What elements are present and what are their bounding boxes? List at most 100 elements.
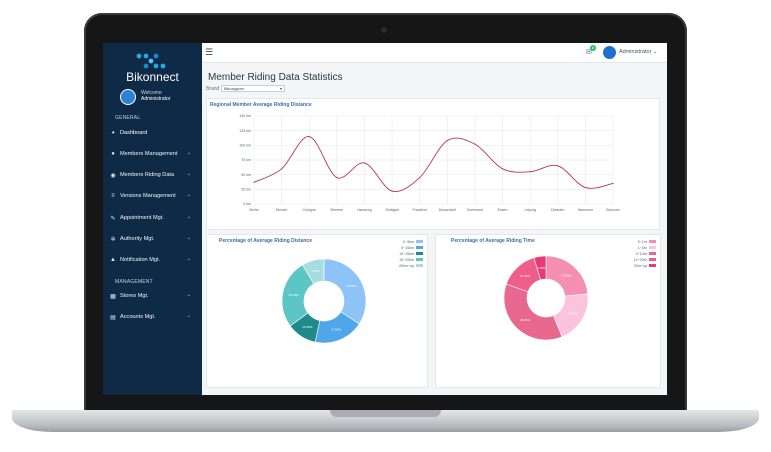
y-tick-label: 0 km	[243, 202, 251, 206]
x-tick-label: Dortmund	[467, 208, 483, 212]
legend-swatch	[649, 252, 656, 255]
compass-icon: ◉	[110, 172, 116, 179]
sidebar-item-label: Members Riding Data	[120, 172, 175, 178]
slice-value-label: 21.34%	[567, 312, 578, 316]
screen: Bikonnect Welcome Administrator GENERAL …	[103, 43, 667, 395]
legend-item[interactable]: 15~20km	[393, 257, 423, 262]
y-tick-label: 100 km	[239, 144, 251, 148]
brand-select-value: Bikonjapan	[224, 86, 244, 91]
distance-donut-chart: 30.56% 17.18% 10.25% 23.79% 7.64%	[281, 258, 367, 344]
chevron-down-icon: ⌄	[186, 171, 191, 177]
legend-swatch	[416, 252, 423, 255]
user-menu-label: Administrator	[619, 49, 652, 55]
legend-item[interactable]: 3~10hr	[626, 251, 656, 256]
data-point[interactable]	[281, 168, 283, 170]
chevron-down-icon: ⌄	[186, 256, 191, 262]
y-tick-label: 50 km	[241, 173, 251, 177]
page-title: Member Riding Data Statistics	[208, 72, 343, 83]
sidebar-item-label: Authority Mgt.	[120, 236, 155, 242]
x-tick-label: Bochum	[606, 208, 619, 212]
y-tick-label: 25 km	[241, 188, 251, 192]
chevron-down-icon: ⌄	[186, 313, 191, 319]
data-point[interactable]	[474, 143, 476, 145]
legend-item[interactable]: 10~15km	[393, 251, 423, 256]
x-tick-label: Hannover	[578, 208, 594, 212]
sidebar-item-label: Versions Management	[120, 193, 176, 199]
data-point[interactable]	[419, 177, 421, 179]
legend-swatch	[416, 240, 423, 243]
legend-item[interactable]: 0~1hr	[626, 239, 656, 244]
x-tick-label: Dusseldorf	[439, 208, 456, 212]
data-point[interactable]	[501, 168, 504, 170]
laptop-base	[12, 410, 759, 432]
legend-item[interactable]: 20km~up	[393, 263, 423, 268]
chevron-down-icon: ⌄	[186, 214, 191, 220]
slice-value-label: 10.25%	[302, 325, 313, 329]
legend-item[interactable]: 1~3hr	[626, 245, 656, 250]
slice-value-label: 24.56%	[561, 273, 572, 277]
legend-swatch	[416, 264, 423, 267]
avatar[interactable]	[120, 89, 136, 105]
bikonnect-logo-icon	[136, 53, 166, 69]
data-point[interactable]	[584, 186, 586, 189]
data-point[interactable]	[446, 140, 448, 142]
legend-label: 20km~up	[399, 263, 414, 268]
legend-item[interactable]: 5~10km	[393, 245, 423, 250]
legend-swatch	[649, 258, 656, 261]
distance-donut-panel: Percentage of Average Riding Distance 0~…	[206, 234, 428, 388]
user-menu[interactable]: Administrator ⌄	[619, 49, 658, 55]
data-point[interactable]	[612, 182, 614, 185]
hamburger-menu-icon[interactable]: ☰	[205, 47, 214, 57]
donut-slice[interactable]	[302, 258, 325, 285]
donut-slice[interactable]	[281, 264, 315, 327]
chevron-down-icon: ⌄	[186, 150, 191, 156]
building-icon: ▦	[110, 293, 116, 300]
data-point[interactable]	[253, 181, 255, 183]
user-avatar[interactable]	[603, 46, 616, 59]
line-chart: 0 km 25 km 50 km 75 km 100 km 125 km 150 km Ber…	[239, 114, 619, 212]
sidebar-item-members-management[interactable]: ● Members Management ⌄	[109, 148, 197, 160]
legend-item[interactable]: 20hr~up	[626, 263, 656, 268]
sidebar-item-authority[interactable]: ✲ Authority Mgt. ⌄	[109, 233, 197, 245]
legend-label: 10~20hr	[633, 257, 647, 262]
legend-item[interactable]: 0~5km	[393, 239, 423, 244]
sidebar-item-members-riding-data[interactable]: ◉ Members Riding Data ⌄	[109, 169, 197, 181]
welcome-text: Welcome	[141, 90, 162, 96]
time-donut-panel: Percentage of Average Riding Time 0~1hr 1…	[435, 234, 661, 388]
data-point[interactable]	[529, 171, 531, 173]
brand-filter-label: Brand	[206, 86, 220, 92]
donut-slice[interactable]	[503, 283, 563, 341]
welcome-block: Welcome Administrator	[141, 90, 170, 102]
data-point[interactable]	[336, 177, 338, 179]
caret-down-icon: ▾	[279, 86, 282, 91]
data-point[interactable]	[557, 165, 559, 167]
x-tick-label: Hamburg	[357, 208, 372, 212]
users-icon: ●	[111, 151, 115, 157]
data-point[interactable]	[363, 162, 366, 164]
data-point[interactable]	[391, 190, 393, 192]
sidebar-item-versions-management[interactable]: ≡ Versions Management ⌄	[109, 190, 197, 202]
donut-slice[interactable]	[533, 255, 547, 281]
sidebar-item-accounts[interactable]: ▤ Accounts Mgt. ⌄	[109, 311, 197, 323]
legend-swatch	[649, 264, 656, 267]
legend-item[interactable]: 10~20hr	[626, 257, 656, 262]
legend-label: 0~1hr	[637, 239, 647, 244]
donut-slice[interactable]	[323, 258, 367, 325]
legend-swatch	[649, 246, 656, 249]
legend-swatch	[416, 258, 423, 261]
sidebar-item-stores[interactable]: ▦ Stores Mgt. ⌄	[109, 290, 197, 302]
data-point[interactable]	[308, 135, 310, 138]
slice-value-label: 23.79%	[289, 293, 300, 297]
sidebar-item-notification[interactable]: ▲ Notification Mgt. ⌄	[109, 254, 197, 266]
brand-select[interactable]: Bikonjapan ▾	[221, 85, 285, 92]
laptop-notch	[330, 410, 441, 417]
brand-name: Bikonnect	[126, 70, 179, 84]
sidebar-item-label: Members Management	[120, 151, 178, 157]
mail-icon[interactable]: ✉	[586, 49, 592, 56]
slice-value-label: 38.36%	[520, 318, 531, 322]
sidebar-item-appointment[interactable]: ✎ Appointment Mgt. ⌄	[109, 212, 197, 224]
slice-value-label: 15.75%	[520, 274, 531, 278]
sidebar-item-dashboard[interactable]: ◕ Dashboard	[109, 127, 197, 139]
x-tick-label: Essen	[498, 208, 508, 212]
